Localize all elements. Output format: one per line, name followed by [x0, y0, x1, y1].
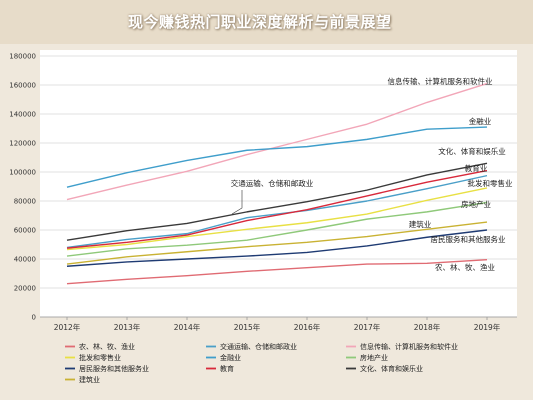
legend-label: 建筑业 — [79, 375, 100, 384]
title-banner — [0, 0, 533, 44]
series-line-6 — [66, 229, 488, 267]
legend-label: 信息传输、计算机服务和软件业 — [360, 342, 458, 351]
annotation-label: 居民服务和其他服务业 — [431, 234, 506, 244]
series-line-2 — [66, 82, 488, 201]
y-tick-label: 160000 — [9, 82, 36, 90]
annotation-label: 文化、体育和娱乐业 — [438, 146, 506, 156]
y-tick-label: 140000 — [9, 111, 36, 119]
x-tick-label: 2016年 — [294, 322, 321, 332]
annotation-label: 交通运输、仓储和邮政业 — [231, 178, 314, 188]
y-tick-label: 0 — [32, 314, 36, 322]
x-tick-label: 2019年 — [474, 322, 501, 332]
legend-label: 农、林、牧、渔业 — [79, 342, 135, 351]
series-line-1 — [66, 174, 488, 249]
x-tick-label: 2014年 — [174, 322, 201, 332]
annotation-leader — [231, 190, 243, 215]
legend-label: 教育 — [220, 364, 234, 373]
x-tick-label: 2018年 — [414, 322, 441, 332]
y-tick-label: 60000 — [14, 227, 36, 235]
x-tick-label: 2013年 — [114, 322, 141, 332]
series-line-4 — [66, 126, 488, 188]
annotation-label: 房地产业 — [461, 199, 491, 209]
legend-label: 文化、体育和娱乐业 — [360, 364, 423, 373]
legend-label: 房地产业 — [360, 353, 388, 362]
annotation-label: 金融业 — [469, 116, 492, 126]
series-line-0 — [66, 259, 488, 285]
x-tick-label: 2015年 — [234, 322, 261, 332]
annotation-label: 信息传输、计算机服务和软件业 — [388, 76, 493, 86]
y-tick-label: 100000 — [9, 169, 36, 177]
y-tick-label: 180000 — [9, 53, 36, 61]
annotation-label: 教育业 — [465, 163, 488, 173]
annotation-label: 农、林、牧、渔业 — [435, 262, 495, 272]
series-line-8 — [66, 162, 488, 241]
page-title: 现今赚钱热门职业深度解析与前景展望 — [128, 13, 392, 31]
series-line-3 — [66, 187, 488, 251]
legend-label: 金融业 — [220, 353, 241, 362]
x-tick-label: 2017年 — [354, 322, 381, 332]
annotation-label: 批发和零售业 — [468, 178, 513, 188]
y-tick-label: 120000 — [9, 140, 36, 148]
series-line-7 — [66, 169, 488, 249]
legend-label: 居民服务和其他服务业 — [79, 364, 149, 373]
series-line-5 — [66, 201, 488, 257]
y-tick-label: 40000 — [14, 256, 36, 264]
plot-area — [40, 50, 517, 317]
y-tick-label: 20000 — [14, 285, 36, 293]
legend-label: 交通运输、仓储和邮政业 — [220, 342, 297, 351]
y-tick-label: 80000 — [14, 198, 36, 206]
annotation-label: 建筑业 — [409, 219, 432, 229]
series-line-9 — [66, 221, 488, 265]
legend-label: 批发和零售业 — [79, 353, 121, 362]
x-tick-label: 2012年 — [54, 322, 81, 332]
